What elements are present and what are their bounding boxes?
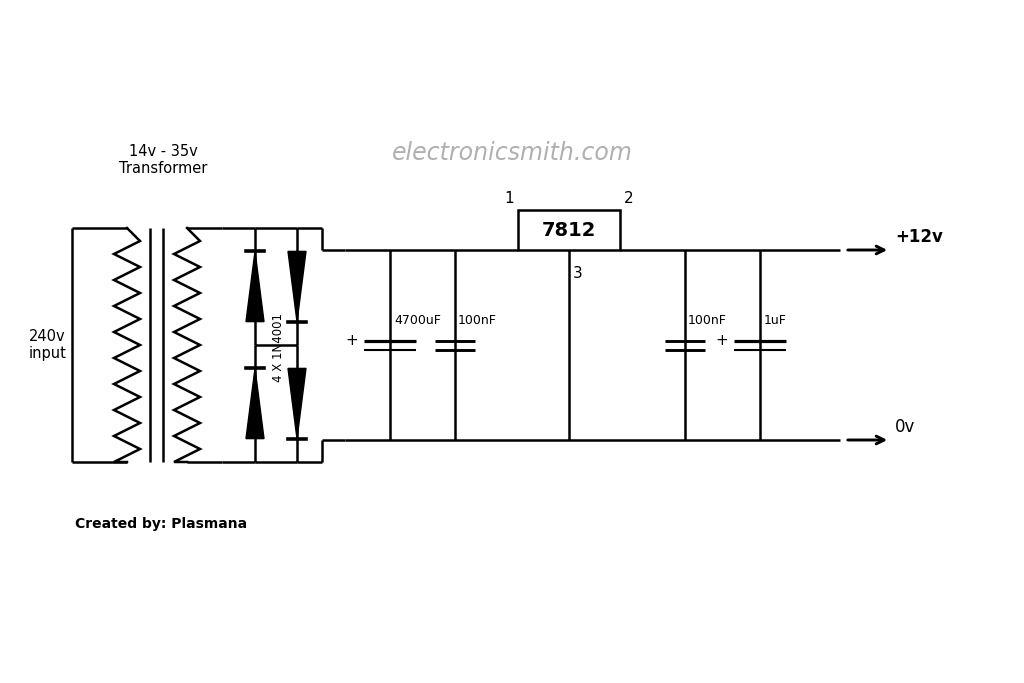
Text: 0v: 0v [895, 418, 915, 436]
Text: electronicsmith.com: electronicsmith.com [391, 141, 633, 165]
Text: +: + [715, 333, 728, 348]
Polygon shape [288, 251, 306, 322]
Text: 14v - 35v
Transformer: 14v - 35v Transformer [119, 143, 207, 176]
Text: 7812: 7812 [542, 221, 596, 240]
Text: 2: 2 [624, 191, 634, 206]
Polygon shape [246, 251, 264, 322]
Text: 1uF: 1uF [764, 313, 786, 326]
Text: 3: 3 [573, 266, 583, 281]
Polygon shape [288, 368, 306, 438]
Polygon shape [246, 368, 264, 438]
Text: 1: 1 [505, 191, 514, 206]
Bar [518, 210, 620, 250]
Text: 100nF: 100nF [688, 313, 727, 326]
Text: 4700uF: 4700uF [394, 313, 441, 326]
Text: 100nF: 100nF [458, 313, 497, 326]
Text: +12v: +12v [895, 228, 943, 246]
Text: 240v
input: 240v input [28, 329, 66, 361]
Text: 4 X 1N4001: 4 X 1N4001 [271, 313, 285, 382]
Text: +: + [345, 333, 358, 348]
Text: Created by: Plasmana: Created by: Plasmana [75, 517, 247, 531]
